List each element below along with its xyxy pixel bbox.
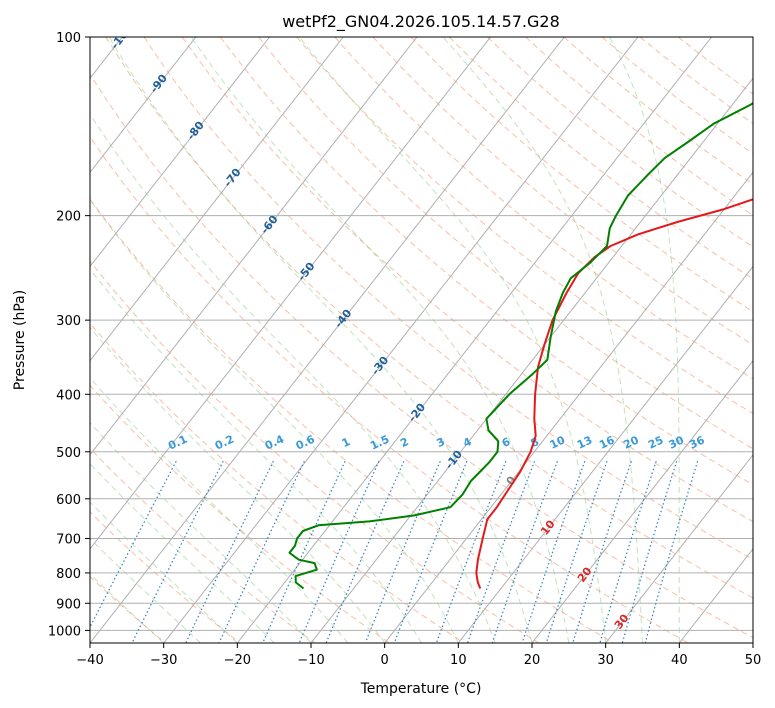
chart-title: wetPf2_GN04.2026.105.14.57.G28 [282, 12, 560, 32]
x-tick-label: 20 [524, 653, 541, 668]
x-tick-label: −10 [297, 653, 324, 668]
mixing-ratio-line [393, 460, 468, 643]
moist-adiabat-line [90, 199, 459, 643]
moist-adiabat-line [190, 37, 570, 643]
moist-adiabat-line [90, 501, 238, 643]
dry-adiabat-line [90, 260, 540, 643]
dry-adiabat-line [90, 447, 315, 643]
moist-adiabat-line [298, 37, 607, 643]
mixing-ratio-line [185, 460, 274, 643]
mixing-ratio-line [572, 461, 632, 643]
moist-adiabat-line [90, 537, 201, 643]
mixing-ratio-line [262, 460, 346, 643]
y-axis-label: Pressure (hPa) [12, 290, 28, 390]
isotherm-line [90, 37, 491, 550]
moist-adiabat-line [90, 268, 422, 643]
dry-adiabat-line [334, 37, 753, 380]
mixing-ratio-line [218, 460, 305, 643]
dry-adiabat-line [601, 37, 753, 155]
y-tick-label: 300 [56, 314, 81, 329]
profile-lines [288, 101, 753, 590]
y-tick-label: 700 [56, 533, 81, 548]
isotherm-line [90, 37, 418, 456]
x-axis-ticks: −40 −30 −20 −10 0 10 20 30 40 50 [76, 643, 761, 668]
x-tick-label: −30 [150, 653, 177, 668]
mixing-ratio-line [521, 460, 586, 643]
y-tick-label: 800 [56, 567, 81, 582]
moist-adiabat-line [90, 463, 275, 643]
moist-adiabat-line [442, 37, 643, 643]
plot-area: 0.10.20.40.611.52346810131620253036-100-… [90, 37, 753, 643]
y-tick-label: 400 [56, 388, 81, 403]
x-tick-label: −40 [76, 653, 103, 668]
moist-adiabat-line [90, 113, 496, 643]
background-lines [90, 37, 753, 643]
mixing-ratio-label: 20 [621, 433, 641, 451]
x-tick-label: 10 [450, 653, 467, 668]
dewpoint-profile-line [288, 101, 753, 590]
mixing-ratio-line [545, 461, 608, 643]
isotherm-line [163, 37, 639, 643]
mixing-ratio-label: 10 [548, 433, 568, 451]
mixing-ratio-line [325, 460, 405, 643]
isotherm-line [90, 37, 565, 643]
isotherm-line [236, 37, 712, 643]
x-tick-label: −20 [224, 653, 251, 668]
mixing-ratio-label: 13 [575, 434, 594, 452]
isotherm-line [531, 359, 753, 643]
mixing-ratio-line [298, 460, 380, 643]
dry-adiabat-line [90, 136, 689, 643]
x-tick-label: 50 [745, 653, 762, 668]
moist-adiabat-line [609, 37, 680, 643]
dry-adiabat-line [219, 37, 753, 486]
dry-adiabat-line [258, 37, 753, 450]
moist-adiabat-line [90, 326, 386, 643]
dry-adiabat-line [90, 73, 753, 639]
mixing-ratio-label: 25 [646, 434, 665, 452]
x-tick-label: 40 [671, 653, 688, 668]
x-axis-label: Temperature (°C) [360, 681, 482, 697]
y-tick-label: 200 [56, 210, 81, 225]
mixing-ratio-line [491, 460, 558, 643]
isotherm-line [457, 265, 753, 643]
temperature-profile-line [475, 198, 753, 589]
moist-adiabat-line [90, 573, 165, 643]
dry-adiabat-line [143, 37, 753, 561]
dry-adiabat-line [90, 198, 614, 643]
isotherm-line [90, 37, 344, 362]
mixing-ratio-line [435, 460, 507, 643]
dry-adiabat-line [90, 511, 241, 643]
y-axis-ticks: 100 200 300 400 500 600 700 800 900 1000 [48, 31, 90, 639]
mixing-ratio-line [364, 460, 441, 643]
dry-adiabat-line [105, 37, 753, 599]
x-tick-label: 0 [381, 653, 389, 668]
mixing-ratio-label: 30 [667, 433, 687, 451]
isotherm-line [605, 453, 753, 643]
dry-adiabat-line [487, 37, 753, 248]
mixing-ratio-label: 16 [597, 433, 617, 451]
dry-adiabat-line [181, 37, 753, 523]
mixing-ratio-line [466, 460, 536, 643]
mixing-ratio-label: 36 [687, 433, 707, 451]
y-tick-label: 600 [56, 493, 81, 508]
y-tick-label: 500 [56, 446, 81, 461]
isotherm-line [384, 171, 753, 643]
y-tick-label: 900 [56, 597, 81, 612]
isotherm-line [310, 77, 753, 643]
plot-frame [89, 36, 754, 644]
isotherm-line [90, 37, 197, 174]
dry-adiabat-line [563, 37, 753, 185]
isotherm-line [90, 37, 270, 268]
dry-adiabat-line [372, 37, 753, 346]
y-tick-label: 100 [56, 31, 81, 46]
x-tick-label: 30 [597, 653, 614, 668]
moist-adiabat-line [108, 37, 533, 643]
moist-adiabat-line [90, 422, 312, 643]
y-tick-label: 1000 [48, 624, 81, 639]
